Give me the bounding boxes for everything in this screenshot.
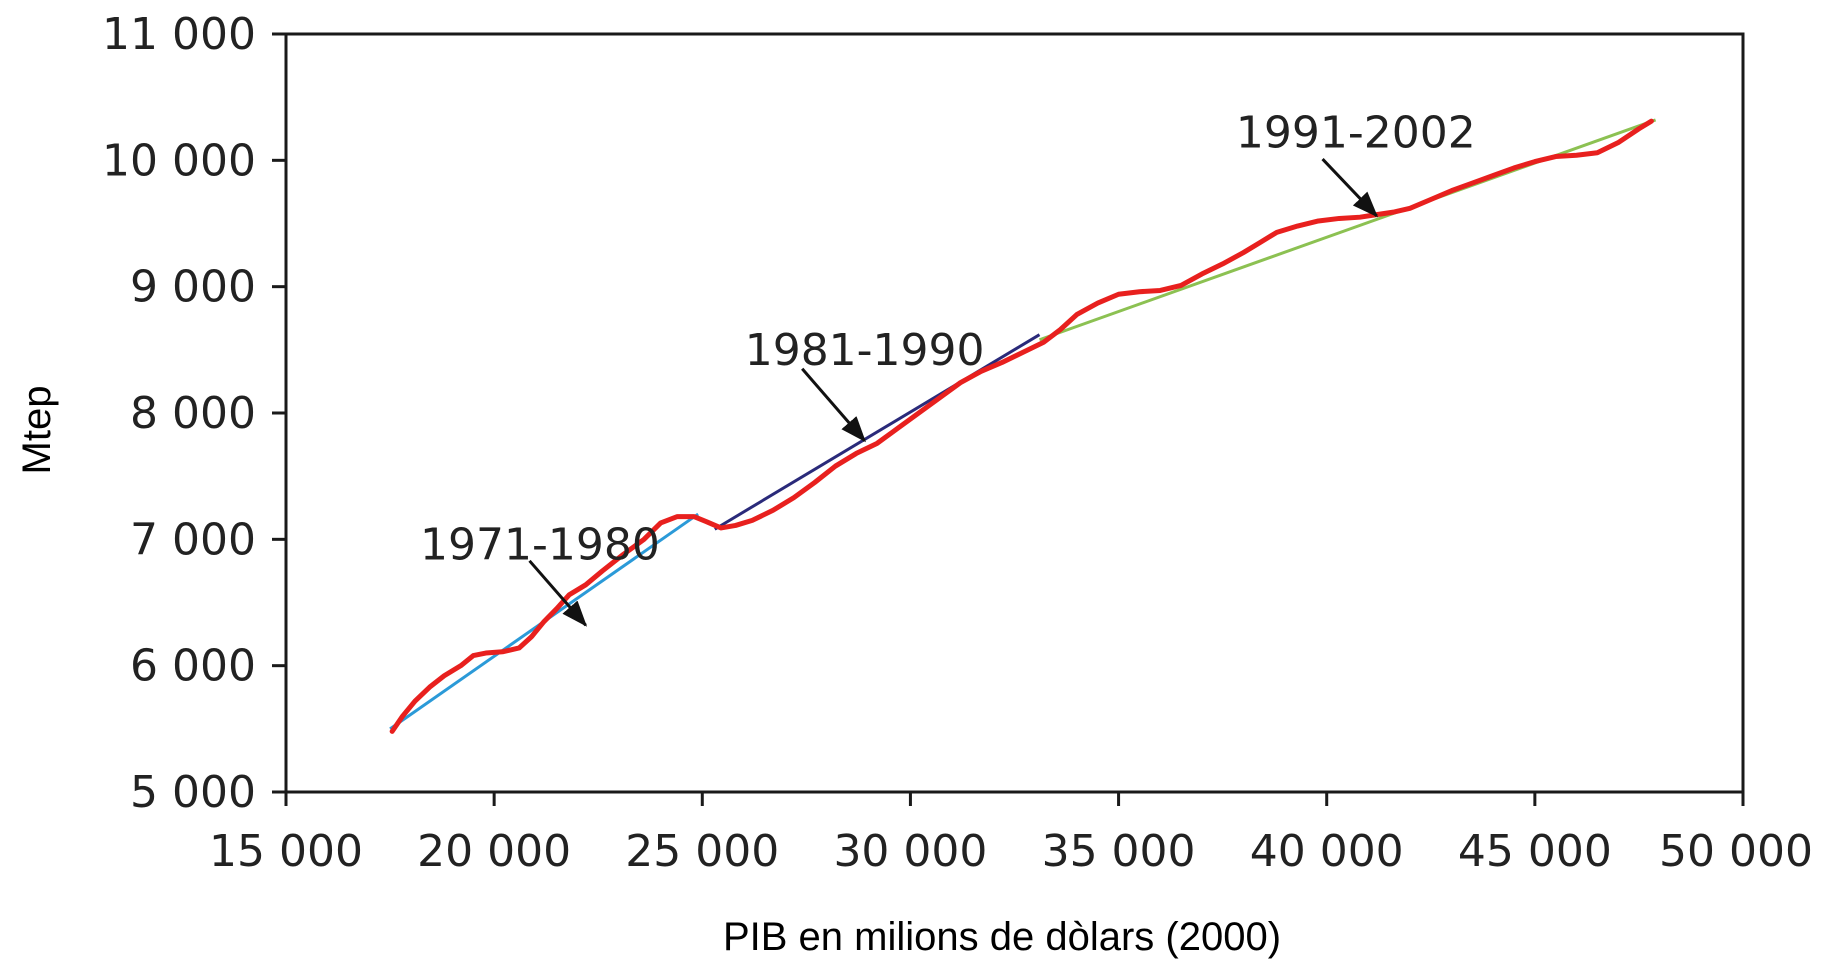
x-tick-label: 50 000 [1659,826,1813,877]
plot-frame-group [284,32,1745,794]
y-tick-label: 5 000 [130,767,256,818]
series-line [389,118,1654,734]
y-tick-label: 7 000 [130,514,256,565]
x-tick-label: 35 000 [1042,826,1196,877]
y-tick-label: 8 000 [130,388,256,439]
annotation-label: 1971-1980 [420,519,660,570]
y-axis-title: Mtep [15,386,59,475]
x-axis: 15 000 20 000 25 000 30 000 35 000 40 000 45 0… [209,792,1813,877]
x-tick-label: 40 000 [1250,826,1404,877]
x-tick-label: 30 000 [833,826,987,877]
series-lines [389,118,1654,734]
annotation-arrow [1321,158,1379,218]
annotation-arrow [528,559,588,627]
annotations: 1971-1980 1981-1990 1991-2002 [420,108,1476,627]
annotation-label: 1991-2002 [1236,108,1476,159]
x-tick-label: 25 000 [625,826,779,877]
y-tick-label: 6 000 [130,641,256,692]
y-tick-label: 9 000 [130,262,256,313]
y-axis: 5 000 6 000 7 000 8 000 9 000 10 000 11 000 [102,9,286,818]
x-tick-label: 20 000 [417,826,571,877]
y-tick-label: 10 000 [102,135,256,186]
annotation-label: 1981-1990 [745,325,985,376]
x-axis-title: PIB en milions de dòlars (2000) [723,915,1281,959]
plot-frame [284,32,1745,794]
trend-lines [389,118,1657,731]
y-tick-label: 11 000 [102,9,256,60]
annotation-arrow [801,367,866,443]
x-tick-label: 15 000 [209,826,363,877]
x-tick-label: 45 000 [1458,826,1612,877]
